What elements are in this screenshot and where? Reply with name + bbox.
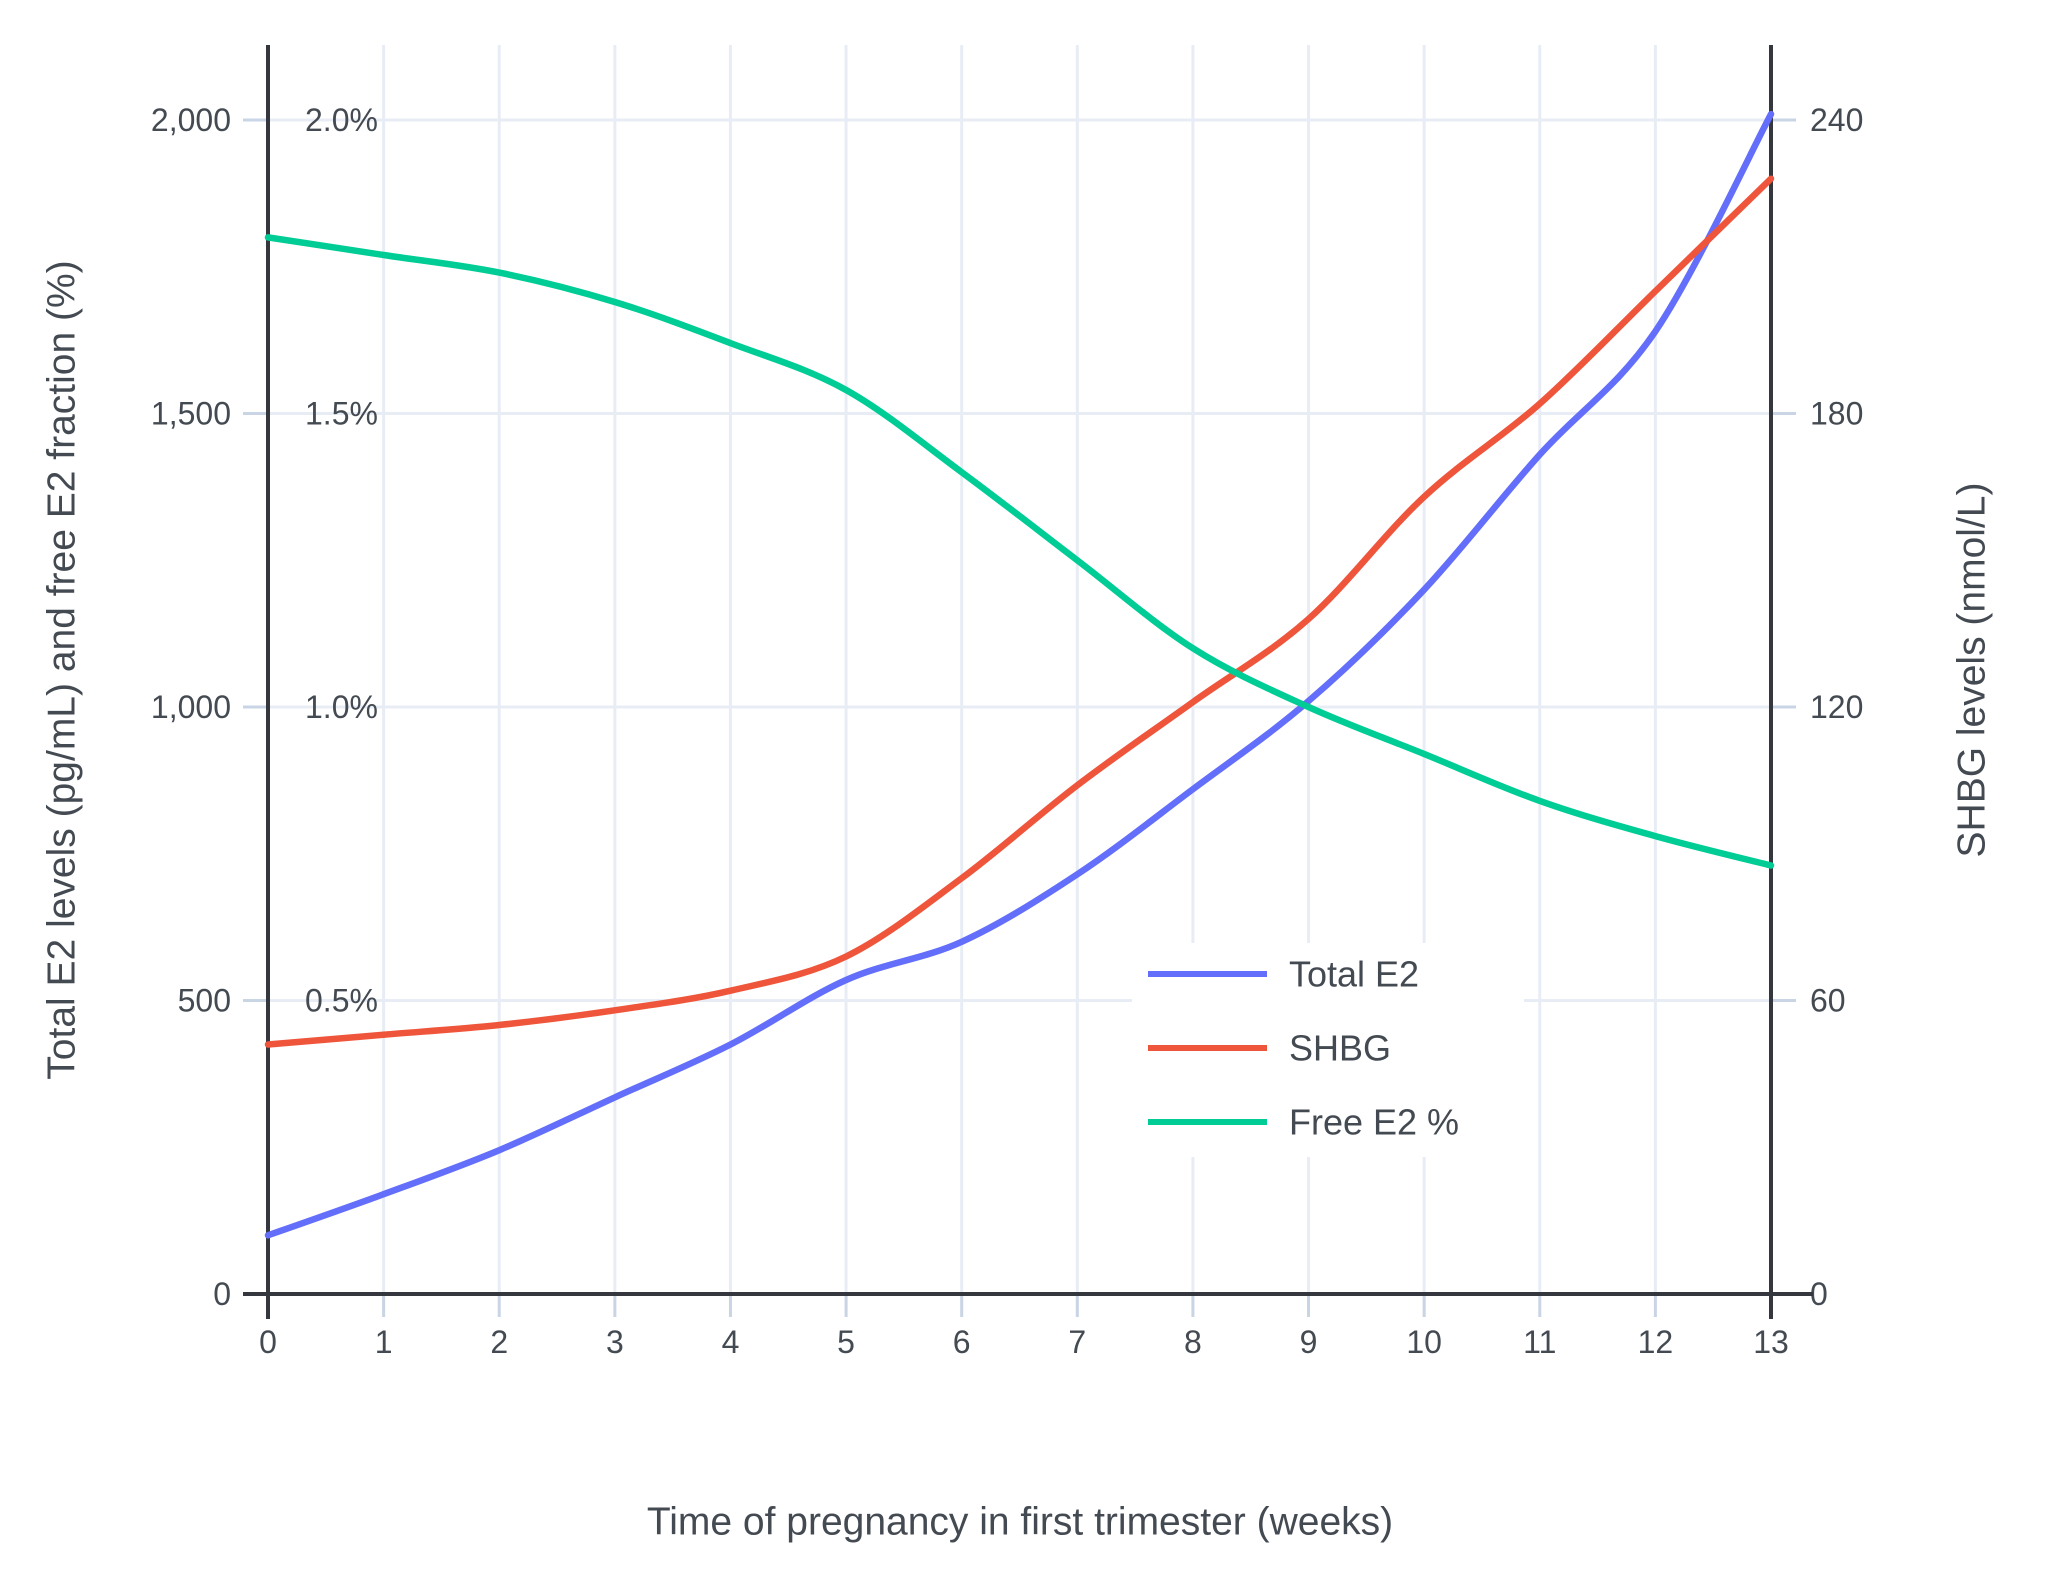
x-tick-label: 7 [1068, 1324, 1086, 1360]
legend-label-total-e2: Total E2 [1289, 954, 1419, 995]
x-tick-label: 3 [606, 1324, 624, 1360]
x-tick-label: 5 [837, 1324, 855, 1360]
y-axis-left-title: Total E2 levels (pg/mL) and free E2 frac… [41, 260, 84, 1079]
x-tick-label: 4 [722, 1324, 740, 1360]
right-tick-label: 120 [1810, 689, 1863, 725]
free-e2-percent-axis-label: 1.0% [305, 689, 378, 725]
free-e2-percent-axis-label: 2.0% [305, 102, 378, 138]
x-axis-title: Time of pregnancy in first trimester (we… [647, 1501, 1393, 1544]
left-tick-label: 2,000 [151, 102, 231, 138]
free-e2-percent-axis-label: 0.5% [305, 983, 378, 1019]
axes-layer [243, 45, 1813, 1319]
x-tick-label: 6 [953, 1324, 971, 1360]
right-tick-label: 240 [1810, 102, 1863, 138]
gridlines-layer [268, 45, 1771, 1294]
left-tick-label: 500 [178, 983, 231, 1019]
x-tick-label: 8 [1184, 1324, 1202, 1360]
legend-item-shbg[interactable]: SHBG [1148, 1028, 1391, 1069]
legend-item-total-e2[interactable]: Total E2 [1148, 954, 1419, 995]
x-tick-label: 9 [1300, 1324, 1318, 1360]
series-layer [264, 110, 1775, 1239]
x-tick-label: 1 [375, 1324, 393, 1360]
legend-label-free-e2: Free E2 % [1289, 1102, 1459, 1143]
series-line-free-e2[interactable] [264, 234, 1775, 869]
x-tick-label: 11 [1523, 1324, 1556, 1360]
x-tick-label: 0 [259, 1324, 277, 1360]
left-tick-label: 1,500 [151, 396, 231, 432]
left-tick-label: 1,000 [151, 689, 231, 725]
x-tick-label: 13 [1753, 1324, 1789, 1360]
y-axis-right-title: SHBG levels (nmol/L) [1951, 483, 1994, 858]
left-tick-label: 0 [213, 1276, 231, 1312]
free-e2-percent-axis-label: 1.5% [305, 396, 378, 432]
right-tick-label: 60 [1810, 983, 1846, 1019]
series-line-shbg[interactable] [264, 175, 1775, 1048]
legend-item-free-e2[interactable]: Free E2 % [1148, 1102, 1459, 1143]
legend-label-shbg: SHBG [1289, 1028, 1391, 1069]
series-line-total-e2[interactable] [264, 110, 1775, 1239]
ticks-layer: 05001,0001,5002,0000.5%1.0%1.5%2.0%06012… [151, 102, 1863, 1360]
right-tick-label: 0 [1810, 1276, 1828, 1312]
right-tick-label: 180 [1810, 396, 1863, 432]
x-tick-label: 10 [1406, 1324, 1442, 1360]
x-tick-label: 12 [1638, 1324, 1674, 1360]
x-tick-label: 2 [490, 1324, 508, 1360]
legend: Total E2 SHBG Free E2 % [1132, 943, 1524, 1157]
